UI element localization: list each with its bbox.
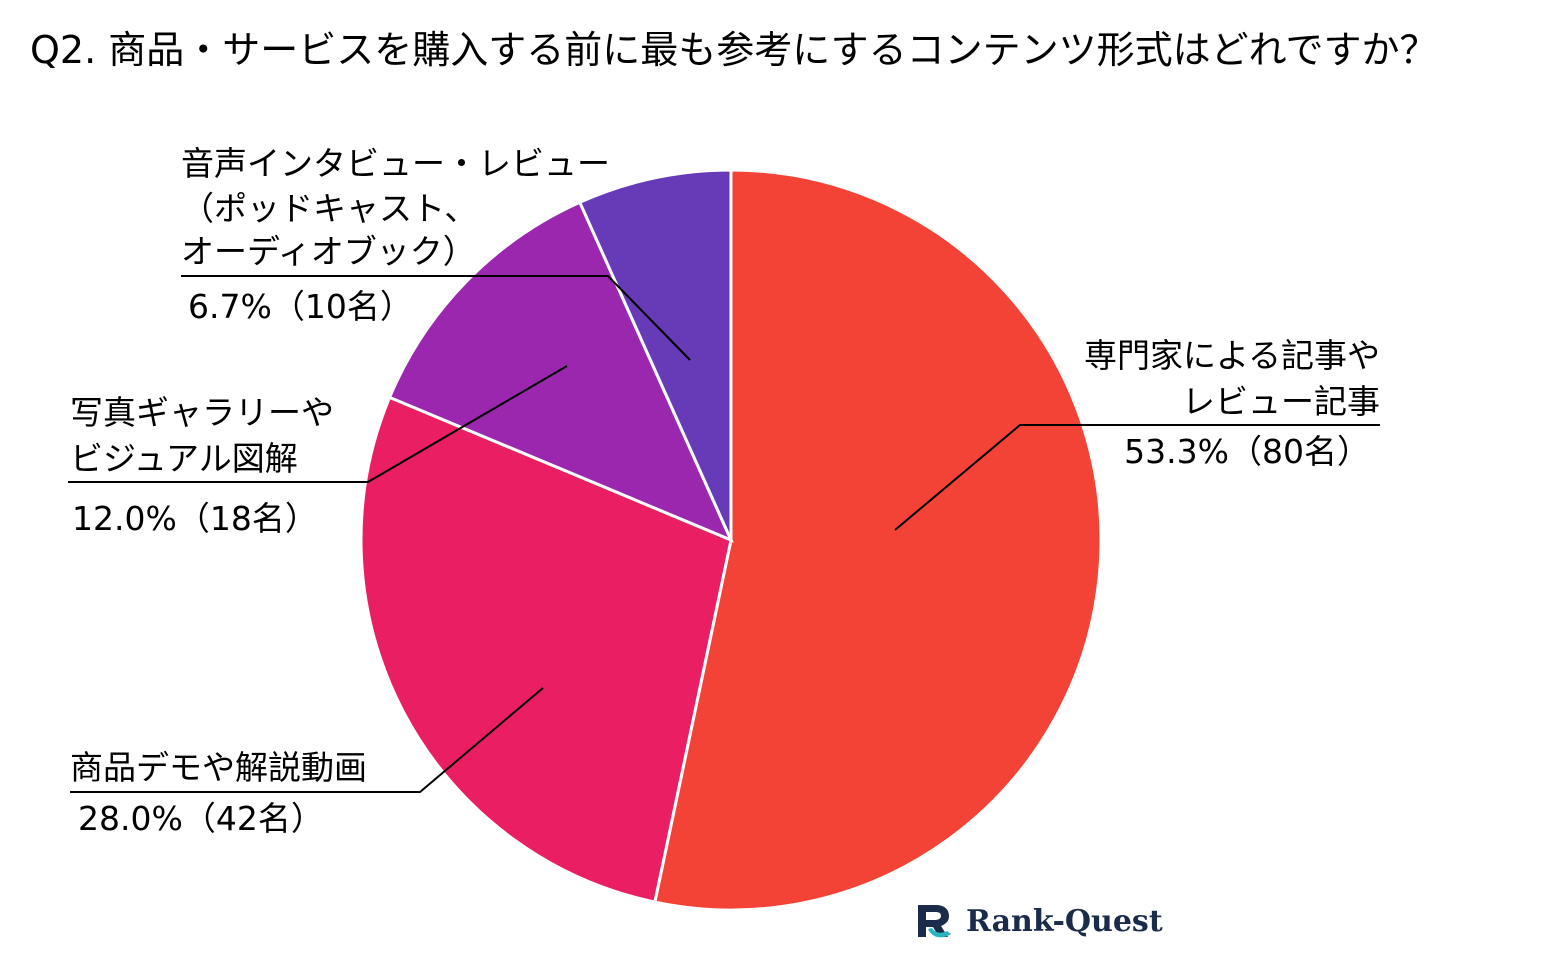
leader-line-4 <box>181 275 691 361</box>
chart-title: Q2. 商品・サービスを購入する前に最も参考にするコンテンツ形式はどれですか？ <box>30 28 1438 72</box>
slice-value-label-4: 6.7%（10名） <box>188 287 413 326</box>
pie-slice-3 <box>387 200 734 543</box>
slice-value-label-3: 12.0%（18名） <box>72 499 318 538</box>
leader-line-1 <box>894 424 1380 531</box>
pie-slices <box>359 168 1103 912</box>
leader-lines <box>68 275 1380 793</box>
slice-label-2-line-1: 商品デモや解説動画 <box>70 748 367 787</box>
slice-value-label-1: 53.3%（80名） <box>1124 432 1370 471</box>
slice-label-3-line-1: 写真ギャラリーや <box>70 393 334 432</box>
slice-label-4-line-1: 音声インタビュー・レビュー <box>181 144 610 183</box>
slice-label-4-line-2: （ポッドキャスト、 <box>181 189 477 228</box>
slice-label-4-line-3: オーディオブック） <box>181 232 476 271</box>
pie-slice-4 <box>577 168 733 541</box>
brand-logo: Rank-Quest <box>914 897 1163 945</box>
slice-label-3-line-2: ビジュアル図解 <box>70 439 298 478</box>
rank-quest-logo-icon <box>918 905 951 938</box>
slice-label-1-line-2: レビュー記事 <box>1182 382 1380 421</box>
leader-line-3 <box>68 365 568 483</box>
slice-label-1-line-1: 専門家による記事や <box>1084 336 1380 375</box>
leader-line-2 <box>70 687 544 793</box>
pie-slice-1 <box>653 168 1103 912</box>
brand-name: Rank-Quest <box>966 903 1163 939</box>
slice-value-label-2: 28.0%（42名） <box>78 799 324 838</box>
